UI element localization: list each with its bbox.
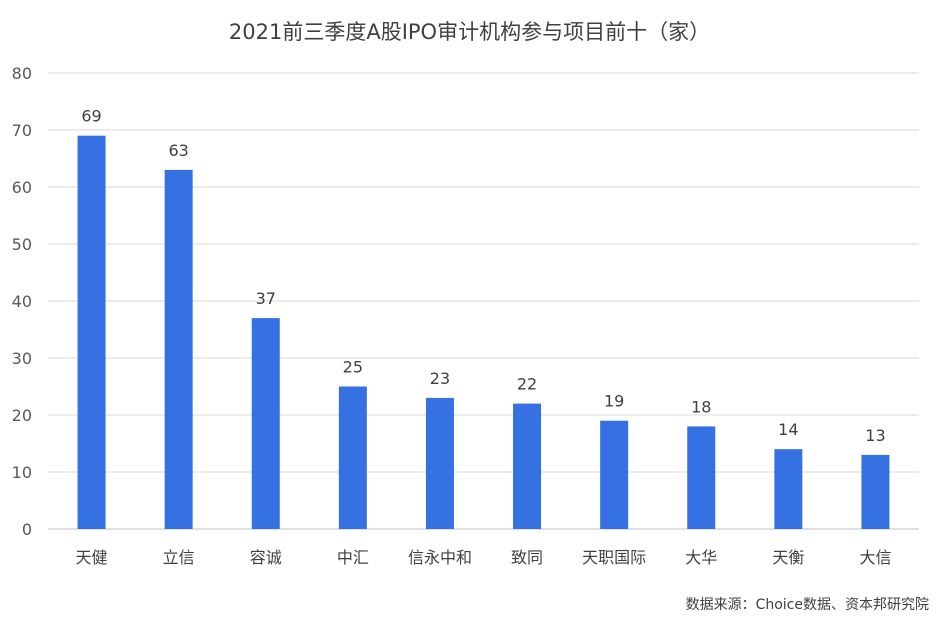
bar (687, 426, 716, 529)
bar (425, 397, 454, 529)
data-label: 14 (778, 420, 798, 439)
data-label: 69 (81, 107, 101, 126)
y-tick-label: 10 (12, 463, 32, 482)
x-tick-label: 天职国际 (582, 548, 646, 567)
data-label: 23 (430, 369, 450, 388)
data-label: 13 (865, 426, 885, 445)
x-tick-label: 大华 (685, 548, 717, 567)
chart-title: 2021前三季度A股IPO审计机构参与项目前十（家） (228, 20, 711, 44)
data-label: 22 (517, 375, 537, 394)
bar (251, 318, 280, 529)
x-tick-label: 天衡 (772, 548, 804, 567)
bar (600, 420, 629, 529)
x-tick-label: 信永中和 (408, 548, 472, 567)
y-tick-label: 20 (12, 406, 32, 425)
y-tick-label: 80 (12, 64, 32, 83)
bar (164, 169, 193, 529)
bar (513, 403, 542, 529)
data-label: 63 (168, 141, 188, 160)
bar (774, 449, 803, 529)
data-label: 19 (604, 392, 624, 411)
source-note: 数据来源：Choice数据、资本邦研究院 (685, 597, 929, 613)
data-label: 37 (256, 289, 276, 308)
y-tick-label: 30 (12, 349, 32, 368)
x-tick-label: 立信 (163, 548, 195, 567)
x-tick-label: 大信 (859, 548, 891, 567)
bar (861, 454, 890, 529)
bar (338, 386, 367, 529)
y-tick-label: 50 (12, 235, 32, 254)
x-tick-label: 容诚 (250, 548, 282, 567)
bar (77, 135, 106, 529)
data-label: 25 (343, 358, 363, 377)
x-tick-label: 中汇 (337, 548, 369, 567)
y-tick-label: 40 (12, 292, 32, 311)
data-label: 18 (691, 397, 711, 416)
y-tick-label: 70 (12, 121, 32, 140)
y-tick-label: 0 (22, 520, 32, 539)
x-tick-label: 致同 (511, 548, 543, 567)
x-tick-label: 天健 (76, 548, 108, 567)
y-tick-label: 60 (12, 178, 32, 197)
